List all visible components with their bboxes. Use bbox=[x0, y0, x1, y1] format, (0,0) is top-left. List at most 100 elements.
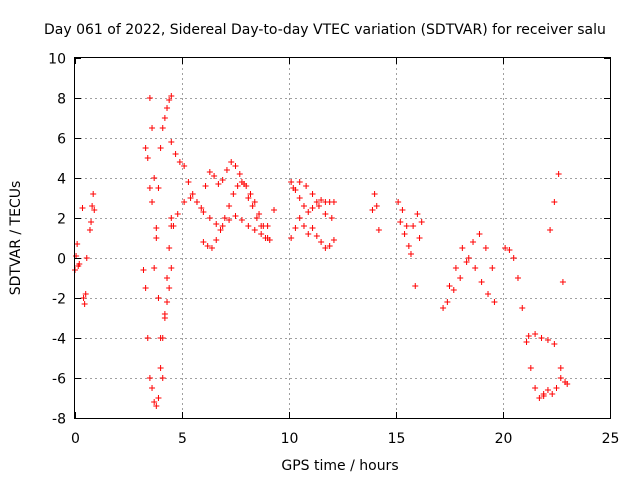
series-arc-c bbox=[86, 191, 98, 233]
data-point bbox=[151, 265, 158, 271]
data-point bbox=[313, 233, 320, 239]
data-point bbox=[193, 199, 200, 205]
data-point bbox=[322, 211, 329, 217]
data-point bbox=[330, 199, 337, 205]
x-tick-label: 20 bbox=[495, 431, 513, 447]
data-point bbox=[168, 93, 175, 99]
data-point bbox=[288, 235, 295, 241]
data-point bbox=[549, 391, 556, 397]
y-tick-label: -6 bbox=[52, 372, 66, 388]
data-point bbox=[221, 215, 228, 221]
data-point bbox=[245, 195, 252, 201]
data-point bbox=[444, 299, 451, 305]
x-tick-label: 5 bbox=[178, 431, 187, 447]
data-point bbox=[219, 177, 226, 183]
data-point bbox=[309, 205, 316, 211]
data-point bbox=[547, 227, 554, 233]
data-point bbox=[144, 335, 151, 341]
data-point bbox=[256, 211, 263, 217]
data-point bbox=[247, 191, 254, 197]
series-arc-b bbox=[79, 205, 90, 307]
data-point bbox=[155, 395, 162, 401]
data-point bbox=[151, 175, 158, 181]
y-tick-label: -8 bbox=[52, 412, 66, 428]
data-point bbox=[144, 155, 151, 161]
data-point bbox=[476, 231, 483, 237]
data-point bbox=[86, 227, 93, 233]
data-point bbox=[485, 291, 492, 297]
data-point bbox=[230, 191, 237, 197]
data-point bbox=[161, 115, 168, 121]
data-point bbox=[149, 125, 156, 131]
data-point bbox=[153, 403, 160, 409]
series-arc-h bbox=[168, 195, 278, 237]
data-point bbox=[159, 125, 166, 131]
data-point bbox=[166, 97, 173, 103]
data-point bbox=[369, 207, 376, 213]
data-point bbox=[514, 275, 521, 281]
data-point bbox=[519, 305, 526, 311]
data-point bbox=[446, 283, 453, 289]
data-point bbox=[315, 203, 322, 209]
data-point bbox=[375, 227, 382, 233]
data-point bbox=[176, 159, 183, 165]
data-point bbox=[206, 169, 213, 175]
data-point bbox=[81, 301, 88, 307]
data-point bbox=[459, 245, 466, 251]
data-point bbox=[200, 209, 207, 215]
data-point bbox=[76, 261, 83, 267]
data-point bbox=[470, 239, 477, 245]
data-point bbox=[562, 379, 569, 385]
data-point bbox=[211, 173, 218, 179]
data-point bbox=[168, 265, 175, 271]
series-arc-d bbox=[140, 223, 177, 409]
data-point bbox=[213, 237, 220, 243]
data-point bbox=[457, 275, 464, 281]
data-point bbox=[292, 225, 299, 231]
data-point bbox=[401, 231, 408, 237]
data-point bbox=[251, 199, 258, 205]
y-tick-label: 4 bbox=[57, 172, 66, 188]
x-axis: 0 5 10 15 20 25 bbox=[71, 58, 619, 447]
data-point bbox=[397, 219, 404, 225]
data-point bbox=[491, 299, 498, 305]
data-point bbox=[253, 215, 260, 221]
data-point bbox=[551, 199, 558, 205]
data-point bbox=[544, 387, 551, 393]
data-point bbox=[532, 331, 539, 337]
y-tick-label: 2 bbox=[57, 212, 66, 228]
x-tick-label: 15 bbox=[388, 431, 406, 447]
data-point bbox=[313, 199, 320, 205]
data-point bbox=[258, 231, 265, 237]
data-point bbox=[80, 295, 87, 301]
data-point bbox=[309, 191, 316, 197]
data-point bbox=[403, 223, 410, 229]
data-point bbox=[553, 385, 560, 391]
data-point bbox=[226, 217, 233, 223]
data-point bbox=[555, 171, 562, 177]
data-point bbox=[326, 243, 333, 249]
y-axis: -8 -6 -4 -2 0 2 4 6 8 10 bbox=[48, 52, 610, 428]
data-point bbox=[245, 223, 252, 229]
data-point bbox=[236, 171, 243, 177]
data-point bbox=[140, 267, 147, 273]
data-point bbox=[290, 185, 297, 191]
y-tick-label: -2 bbox=[52, 292, 66, 308]
data-point bbox=[482, 245, 489, 251]
data-point bbox=[226, 203, 233, 209]
data-point bbox=[166, 245, 173, 251]
data-point bbox=[151, 399, 158, 405]
data-point bbox=[208, 245, 215, 251]
data-point bbox=[202, 183, 209, 189]
data-point bbox=[557, 375, 564, 381]
data-point bbox=[149, 385, 156, 391]
data-point bbox=[399, 207, 406, 213]
data-point bbox=[440, 305, 447, 311]
data-point bbox=[200, 239, 207, 245]
data-point bbox=[164, 275, 171, 281]
data-point bbox=[166, 285, 173, 291]
data-point bbox=[296, 215, 303, 221]
data-point bbox=[463, 259, 470, 265]
series-arc-s bbox=[525, 331, 571, 387]
